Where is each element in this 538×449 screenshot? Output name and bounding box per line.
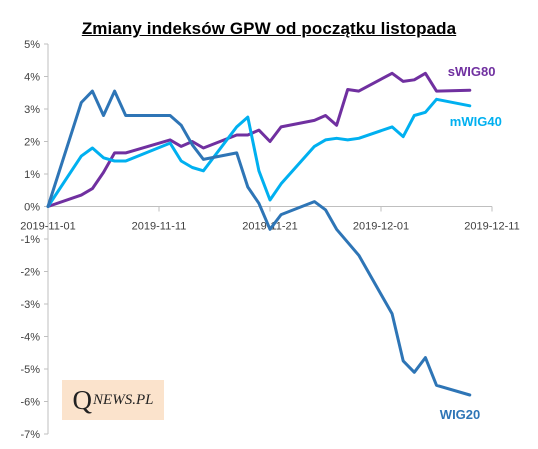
y-tick-label: 5% xyxy=(24,39,40,51)
logo-letter: Q xyxy=(72,384,93,415)
y-tick-label: -5% xyxy=(20,364,40,376)
series-label-swig80: sWIG80 xyxy=(448,64,496,79)
y-tick-label: -6% xyxy=(20,397,40,409)
series-label-mwig40: mWIG40 xyxy=(450,114,502,129)
x-tick-label: 2019-12-11 xyxy=(464,221,519,233)
logo-text: NEWS.PL xyxy=(93,391,154,408)
y-tick-label: -7% xyxy=(20,429,40,441)
y-tick-label: 1% xyxy=(24,169,40,181)
y-tick-label: -3% xyxy=(20,299,40,311)
x-tick-label: 2019-12-01 xyxy=(353,221,409,233)
chart-title: Zmiany indeksów GPW od początku listopad… xyxy=(81,19,457,38)
series-line-wig20 xyxy=(46,89,472,397)
y-tick-label: 3% xyxy=(24,104,40,116)
y-tick-label: -2% xyxy=(20,267,40,279)
y-tick-label: -4% xyxy=(20,332,40,344)
series-line-mwig40 xyxy=(46,97,472,208)
x-tick-label: 2019-11-11 xyxy=(132,221,187,233)
y-tick-label: 2% xyxy=(24,137,40,149)
y-tick-label: 0% xyxy=(24,202,40,214)
series-line-swig80 xyxy=(46,71,472,208)
y-tick-label: -1% xyxy=(20,234,40,246)
qnews-logo: Q NEWS.PL xyxy=(62,380,164,420)
series-label-wig20: WIG20 xyxy=(440,407,480,422)
y-tick-label: 4% xyxy=(24,72,40,84)
x-tick-label: 2019-11-01 xyxy=(20,221,75,233)
